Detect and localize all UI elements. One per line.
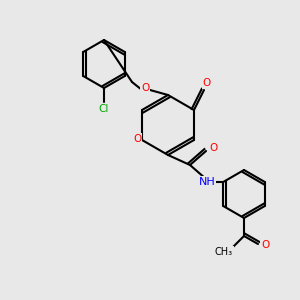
Text: O: O [203, 78, 211, 88]
Text: CH₃: CH₃ [215, 247, 233, 257]
Text: NH: NH [199, 177, 215, 187]
Text: O: O [261, 240, 269, 250]
Text: O: O [209, 143, 217, 153]
Text: Cl: Cl [99, 104, 109, 114]
Text: O: O [141, 83, 149, 93]
Text: O: O [133, 134, 141, 144]
